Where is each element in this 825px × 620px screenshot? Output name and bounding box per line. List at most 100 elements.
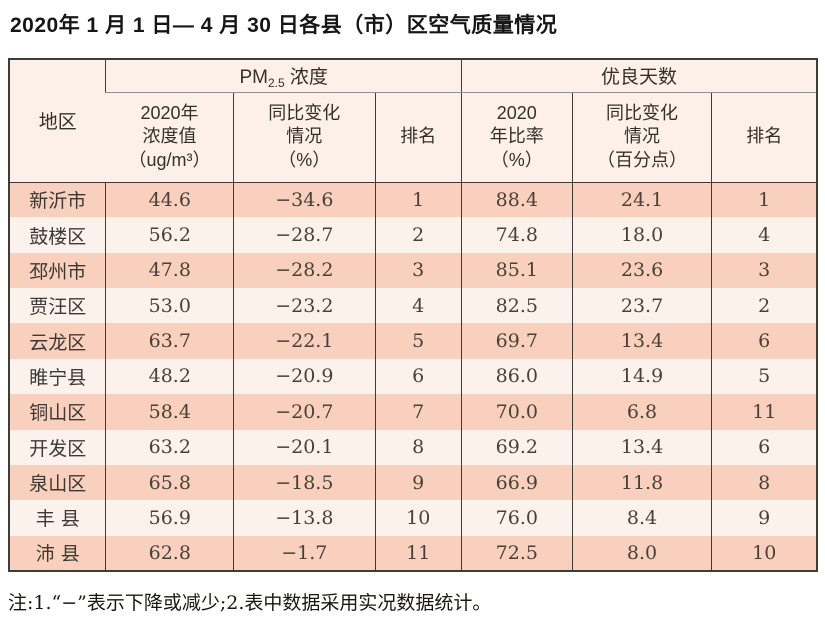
table-row: 睢宁县 48.2 −20.9 6 86.0 14.9 5 bbox=[9, 358, 817, 395]
value-cell: 6 bbox=[711, 429, 817, 465]
region-cell: 铜山区 bbox=[29, 402, 87, 425]
table-row: 丰 县 56.9 −13.8 10 76.0 8.4 9 bbox=[9, 500, 817, 536]
value-cell: −28.2 bbox=[233, 252, 375, 289]
value-cell: 62.8 bbox=[105, 535, 234, 571]
region-cell: 邳州市 bbox=[29, 260, 87, 283]
value-cell: 13.4 bbox=[571, 429, 712, 465]
value-cell: 10 bbox=[711, 535, 817, 571]
region-cell: 睢宁县 bbox=[29, 366, 87, 389]
value-cell: 11 bbox=[374, 535, 462, 571]
value-cell: 74.8 bbox=[460, 217, 573, 253]
value-cell: −28.7 bbox=[233, 217, 375, 253]
value-cell: 23.7 bbox=[571, 288, 712, 324]
region-column-header: 地区 bbox=[9, 59, 106, 183]
pm25-label-pm: PM bbox=[239, 67, 268, 89]
value-cell: 13.4 bbox=[571, 323, 712, 359]
value-cell: 14.9 bbox=[571, 358, 712, 395]
value-cell: 4 bbox=[711, 217, 817, 253]
value-cell: 9 bbox=[711, 500, 817, 536]
value-cell: 10 bbox=[374, 500, 462, 536]
value-cell: 1 bbox=[374, 182, 462, 218]
value-cell: −34.6 bbox=[233, 182, 375, 218]
value-cell: 53.0 bbox=[105, 288, 234, 324]
table-header: 地区 PM2.5 浓度 优良天数 2020年 浓度值 （ug/m³） 同比变化 … bbox=[9, 59, 817, 183]
pm25-rank-header: 排名 bbox=[374, 92, 462, 183]
value-cell: 8 bbox=[711, 464, 817, 501]
good-days-group-header: 优良天数 bbox=[460, 59, 817, 93]
value-cell: 76.0 bbox=[460, 500, 573, 536]
value-cell: 6 bbox=[374, 358, 462, 395]
pm25-label-sub: 2.5 bbox=[267, 76, 285, 91]
value-cell: 9 bbox=[374, 464, 462, 501]
value-cell: 69.7 bbox=[460, 323, 573, 359]
value-cell: 8.4 bbox=[571, 500, 712, 536]
value-cell: 4 bbox=[374, 288, 462, 324]
pm25-change-header: 同比变化 情况 （%） bbox=[233, 92, 375, 183]
table-row: 邳州市 47.8 −28.2 3 85.1 23.6 3 bbox=[9, 252, 817, 289]
value-cell: 2 bbox=[374, 217, 462, 253]
sub-header-row: 2020年 浓度值 （ug/m³） 同比变化 情况 （%） 排名 2020 年比… bbox=[9, 92, 817, 183]
footnote: 注:1.“−”表示下降或减少;2.表中数据采用实况数据统计。 bbox=[8, 592, 492, 614]
page-title: 2020年 1 月 1 日— 4 月 30 日各县（市）区空气质量情况 bbox=[10, 14, 558, 37]
table-row: 铜山区 58.4 −20.7 7 70.0 6.8 11 bbox=[9, 394, 817, 430]
value-cell: 86.0 bbox=[460, 358, 573, 395]
group-header-row: 地区 PM2.5 浓度 优良天数 bbox=[9, 59, 817, 183]
value-cell: 18.0 bbox=[571, 217, 712, 253]
value-cell: −1.7 bbox=[233, 535, 375, 571]
region-cell: 开发区 bbox=[29, 437, 87, 460]
value-cell: 56.2 bbox=[105, 217, 234, 253]
table-row: 泉山区 65.8 −18.5 9 66.9 11.8 8 bbox=[9, 464, 817, 501]
value-cell: 70.0 bbox=[460, 394, 573, 430]
value-cell: 1 bbox=[711, 182, 817, 218]
value-cell: 66.9 bbox=[460, 464, 573, 501]
region-cell: 泉山区 bbox=[29, 473, 87, 496]
region-cell: 新沂市 bbox=[29, 190, 87, 213]
value-cell: 85.1 bbox=[460, 252, 573, 289]
days-rank-header: 排名 bbox=[711, 92, 817, 183]
value-cell: 47.8 bbox=[105, 252, 234, 289]
days-change-header: 同比变化 情况 （百分点） bbox=[571, 92, 712, 183]
value-cell: 72.5 bbox=[460, 535, 573, 571]
region-cell: 丰 县 bbox=[35, 508, 80, 531]
region-cell: 鼓楼区 bbox=[29, 225, 87, 248]
value-cell: 6 bbox=[711, 323, 817, 359]
table-row: 新沂市 44.6 −34.6 1 88.4 24.1 1 bbox=[9, 182, 817, 218]
value-cell: 5 bbox=[374, 323, 462, 359]
table-row: 沛 县 62.8 −1.7 11 72.5 8.0 10 bbox=[9, 535, 817, 571]
value-cell: 7 bbox=[374, 394, 462, 430]
value-cell: 63.7 bbox=[105, 323, 234, 359]
value-cell: 48.2 bbox=[105, 358, 234, 395]
table-row: 开发区 63.2 −20.1 8 69.2 13.4 6 bbox=[9, 429, 817, 465]
value-cell: 88.4 bbox=[460, 182, 573, 218]
value-cell: 11.8 bbox=[571, 464, 712, 501]
value-cell: 65.8 bbox=[105, 464, 234, 501]
region-cell: 云龙区 bbox=[29, 331, 87, 354]
value-cell: −20.7 bbox=[233, 394, 375, 430]
value-cell: 44.6 bbox=[105, 182, 234, 218]
value-cell: −20.9 bbox=[233, 358, 375, 395]
table-row: 鼓楼区 56.2 −28.7 2 74.8 18.0 4 bbox=[9, 217, 817, 253]
table-row: 贾汪区 53.0 −23.2 4 82.5 23.7 2 bbox=[9, 288, 817, 324]
value-cell: −23.2 bbox=[233, 288, 375, 324]
days-rate-header: 2020 年比率 （%） bbox=[460, 92, 573, 183]
value-cell: 11 bbox=[711, 394, 817, 430]
value-cell: 8.0 bbox=[571, 535, 712, 571]
value-cell: −13.8 bbox=[233, 500, 375, 536]
region-cell: 贾汪区 bbox=[29, 296, 87, 319]
value-cell: 82.5 bbox=[460, 288, 573, 324]
pm25-label-rest: 浓度 bbox=[284, 67, 328, 89]
value-cell: 3 bbox=[711, 252, 817, 289]
value-cell: 69.2 bbox=[460, 429, 573, 465]
air-quality-table: 地区 PM2.5 浓度 优良天数 2020年 浓度值 （ug/m³） 同比变化 … bbox=[8, 58, 818, 572]
value-cell: 63.2 bbox=[105, 429, 234, 465]
value-cell: 5 bbox=[711, 358, 817, 395]
value-cell: 6.8 bbox=[571, 394, 712, 430]
value-cell: 8 bbox=[374, 429, 462, 465]
value-cell: 3 bbox=[374, 252, 462, 289]
value-cell: 56.9 bbox=[105, 500, 234, 536]
value-cell: 24.1 bbox=[571, 182, 712, 218]
value-cell: 23.6 bbox=[571, 252, 712, 289]
table-row: 云龙区 63.7 −22.1 5 69.7 13.4 6 bbox=[9, 323, 817, 359]
pm25-value-header: 2020年 浓度值 （ug/m³） bbox=[105, 92, 234, 183]
